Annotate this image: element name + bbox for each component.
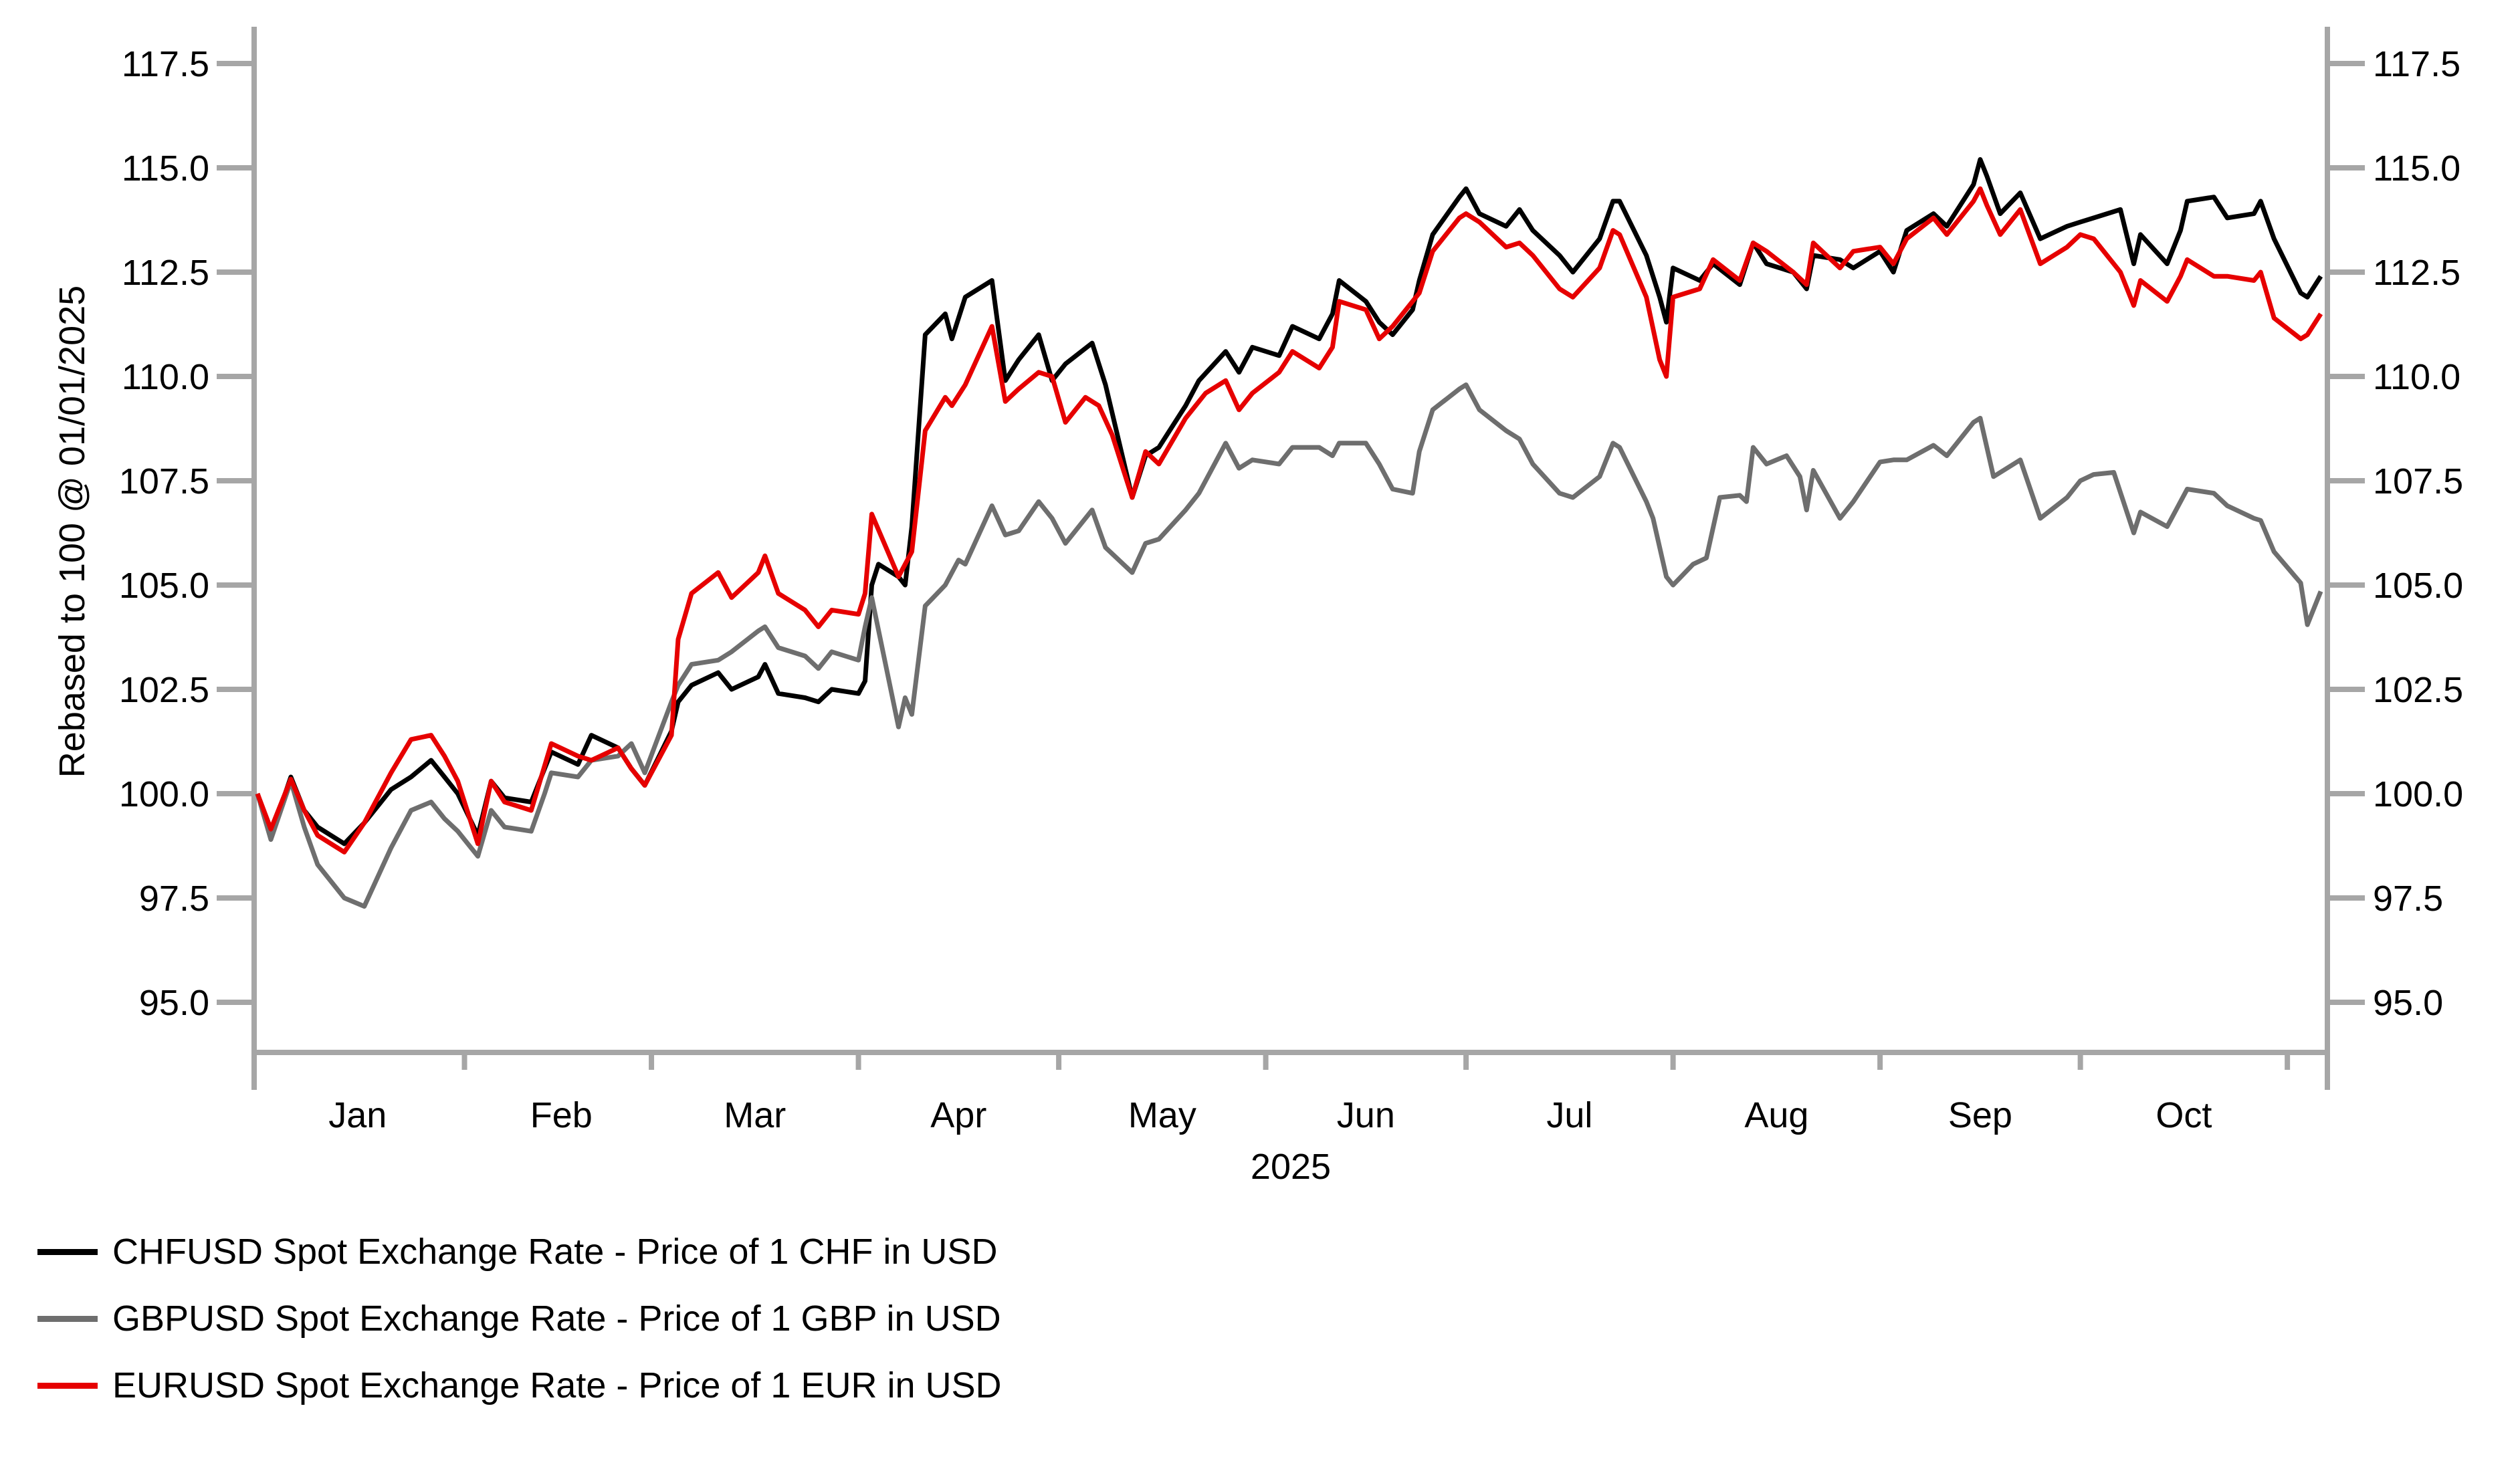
y-tick-label-right: 107.5 (2373, 461, 2463, 501)
x-tick-label-sep: Sep (1948, 1095, 2012, 1135)
y-tick-label-right: 102.5 (2373, 670, 2463, 710)
legend-label-gbpusd: GBPUSD Spot Exchange Rate - Price of 1 G… (112, 1298, 1001, 1339)
x-tick-label-aug: Aug (1744, 1095, 1808, 1135)
y-tick-label-right: 97.5 (2373, 879, 2443, 919)
x-tick-label-may: May (1128, 1095, 1196, 1135)
y-tick-label-left: 112.5 (122, 253, 209, 293)
y-tick-label-right: 105.0 (2373, 566, 2463, 606)
x-tick-label-jun: Jun (1337, 1095, 1395, 1135)
y-tick-label-left: 107.5 (119, 461, 209, 501)
y-tick-label-right: 100.0 (2373, 774, 2463, 814)
y-tick-label-right: 115.0 (2373, 148, 2460, 189)
y-tick-label-left: 97.5 (139, 879, 209, 919)
y-tick-label-left: 117.5 (122, 44, 209, 84)
x-tick-label-oct: Oct (2156, 1095, 2212, 1135)
legend: CHFUSD Spot Exchange Rate - Price of 1 C… (37, 1218, 1002, 1419)
y-tick-label-right: 110.0 (2373, 357, 2460, 397)
y-tick-label-right: 117.5 (2373, 44, 2460, 84)
x-tick-label-feb: Feb (530, 1095, 593, 1135)
legend-item-chfusd: CHFUSD Spot Exchange Rate - Price of 1 C… (37, 1218, 1002, 1285)
gbpusd-line-swatch (37, 1315, 98, 1322)
y-tick-label-left: 95.0 (139, 983, 209, 1023)
x-tick-label-jul: Jul (1546, 1095, 1592, 1135)
y-tick-label-right: 95.0 (2373, 983, 2443, 1023)
legend-label-chfusd: CHFUSD Spot Exchange Rate - Price of 1 C… (112, 1232, 998, 1272)
x-tick-label-mar: Mar (724, 1095, 786, 1135)
eurusd-line-swatch (37, 1382, 98, 1389)
chfusd-line-swatch (37, 1248, 98, 1255)
x-axis-year-label: 2025 (1251, 1147, 1331, 1187)
legend-item-gbpusd: GBPUSD Spot Exchange Rate - Price of 1 G… (37, 1285, 1002, 1352)
y-axis-title: Rebased to 100 @ 01/01/2025 (52, 285, 92, 778)
y-tick-label-left: 102.5 (119, 670, 209, 710)
x-tick-label-apr: Apr (930, 1095, 986, 1135)
series-line-gbpusd (255, 382, 2323, 909)
y-tick-label-left: 100.0 (119, 774, 209, 814)
x-tick-label-jan: Jan (328, 1095, 387, 1135)
y-tick-label-left: 115.0 (122, 148, 209, 189)
y-tick-label-left: 105.0 (119, 566, 209, 606)
series-line-chfusd (255, 157, 2323, 846)
legend-label-eurusd: EURUSD Spot Exchange Rate - Price of 1 E… (112, 1365, 1002, 1405)
series-line-eurusd (255, 186, 2323, 855)
y-tick-label-left: 110.0 (122, 357, 209, 397)
y-tick-label-right: 112.5 (2373, 253, 2460, 293)
legend-item-eurusd: EURUSD Spot Exchange Rate - Price of 1 E… (37, 1352, 1002, 1419)
